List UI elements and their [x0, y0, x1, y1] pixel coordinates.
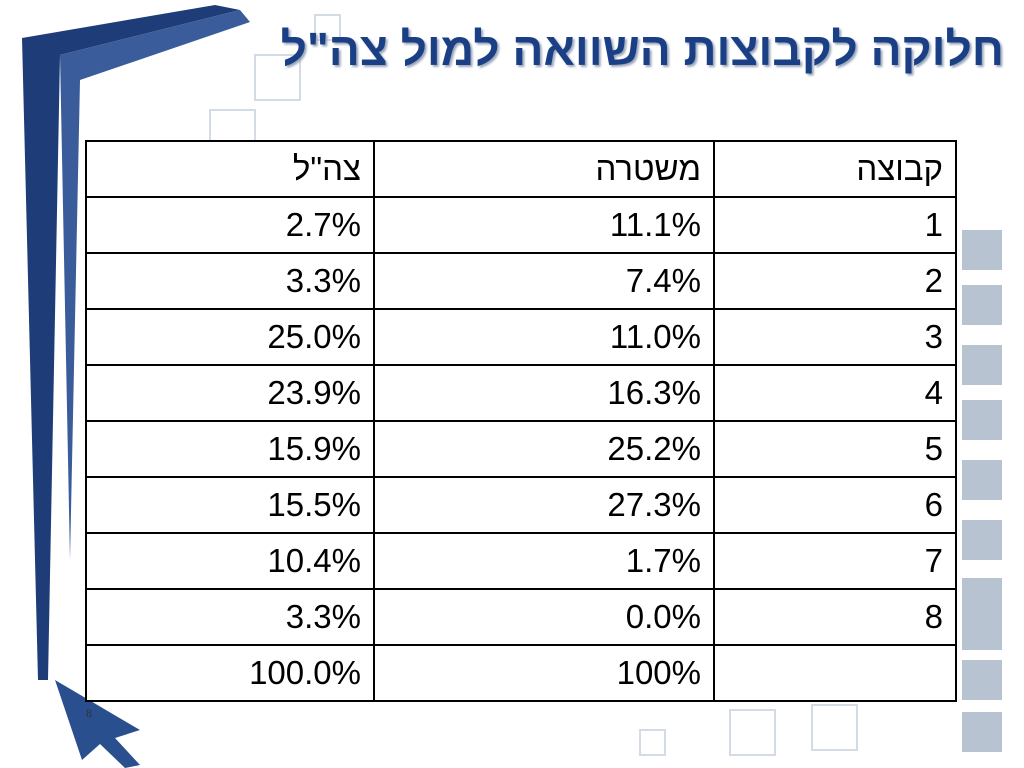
table-row: 5 25.2% 15.9%: [85, 420, 957, 478]
table-row: 4 16.3% 23.9%: [85, 364, 957, 422]
table-cell: 7.4%: [373, 252, 715, 310]
table-cell: 27.3%: [373, 476, 715, 534]
table-cell: 16.3%: [373, 364, 715, 422]
table-cell: 1: [713, 196, 957, 254]
table-cell: 15.9%: [85, 420, 375, 478]
table-cell: 1.7%: [373, 532, 715, 590]
table-row: 2 7.4% 3.3%: [85, 252, 957, 310]
table-cell: 2.7%: [85, 196, 375, 254]
table-cell: 6: [713, 476, 957, 534]
header-row: קבוצה משטרה צה"ל: [85, 140, 957, 198]
table-cell: 100.0%: [85, 644, 375, 702]
table-cell: 8: [713, 588, 957, 646]
table-cell: 25.2%: [373, 420, 715, 478]
comparison-table: קבוצה משטרה צה"ל 1 11.1% 2.7% 2 7.4% 3.3% 3 11.0% 2…: [85, 140, 957, 702]
table-cell: [713, 644, 957, 702]
table-cell: 4: [713, 364, 957, 422]
table-cell: 10.4%: [85, 532, 375, 590]
table-cell: 11.0%: [373, 308, 715, 366]
slide-title: חלוקה לקבוצות השוואה למול צה"ל: [280, 23, 1004, 75]
table-cell: 2: [713, 252, 957, 310]
table-cell: משטרה: [373, 140, 715, 198]
table-row: 3 11.0% 25.0%: [85, 308, 957, 366]
table-cell: 15.5%: [85, 476, 375, 534]
table-cell: 23.9%: [85, 364, 375, 422]
slide-number: 8: [86, 706, 92, 720]
table-row: 6 27.3% 15.5%: [85, 476, 957, 534]
table-row: 8 0.0% 3.3%: [85, 588, 957, 646]
table-row: 7 1.7% 10.4%: [85, 532, 957, 590]
table-row: 1 11.1% 2.7%: [85, 196, 957, 254]
table-row: 100% 100.0%: [85, 644, 957, 702]
table-cell: צה"ל: [85, 140, 375, 198]
table-cell: 0.0%: [373, 588, 715, 646]
table-cell: 11.1%: [373, 196, 715, 254]
table-cell: 7: [713, 532, 957, 590]
table-cell: 25.0%: [85, 308, 375, 366]
table-cell: 3.3%: [85, 252, 375, 310]
table-cell: 100%: [373, 644, 715, 702]
table-cell: 3.3%: [85, 588, 375, 646]
table-cell: קבוצה: [713, 140, 957, 198]
table-cell: 5: [713, 420, 957, 478]
table-cell: 3: [713, 308, 957, 366]
